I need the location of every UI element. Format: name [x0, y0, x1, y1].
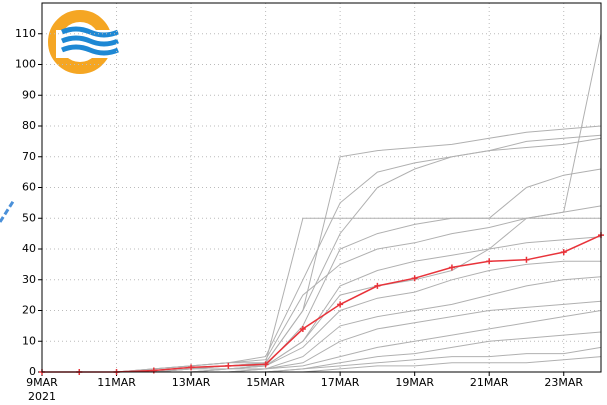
y-tick-label: 110 — [15, 27, 36, 40]
y-tick-label: 60 — [22, 181, 36, 194]
y-tick-label: 80 — [22, 119, 36, 132]
mean-marker — [262, 361, 269, 368]
mean-marker — [560, 249, 567, 256]
member-line — [42, 137, 602, 373]
y-tick-label: 40 — [22, 242, 36, 255]
mean-marker — [299, 325, 306, 332]
member-line — [42, 346, 602, 373]
plot-frame — [41, 2, 602, 373]
year-label: 2021 — [28, 390, 56, 403]
mean-marker — [374, 282, 381, 289]
mean-marker — [225, 362, 232, 369]
decoration — [0, 199, 16, 223]
x-tick-label: 11MAR — [97, 376, 136, 389]
mean-marker — [486, 258, 493, 265]
logo — [48, 10, 119, 74]
y-tick-label: 90 — [22, 88, 36, 101]
mean-line — [42, 234, 602, 373]
x-tick-label: 21MAR — [470, 376, 509, 389]
x-tick-label: 17MAR — [321, 376, 360, 389]
member-line — [42, 134, 602, 373]
y-tick-label: 70 — [22, 150, 36, 163]
y-tick-label: 100 — [15, 58, 36, 71]
member-line — [42, 205, 602, 373]
y-tick-label: 20 — [22, 304, 36, 317]
x-tick-label: 23MAR — [544, 376, 583, 389]
y-tick-label: 30 — [22, 273, 36, 286]
x-tick-label: 19MAR — [395, 376, 434, 389]
mean-marker — [523, 256, 530, 263]
mean-marker — [411, 275, 418, 282]
x-tick-label: 9MAR — [26, 376, 58, 389]
x-tick-label: 15MAR — [246, 376, 285, 389]
mean-marker — [337, 301, 344, 308]
member-line — [42, 125, 602, 373]
mean-marker — [188, 364, 195, 371]
x-tick-label: 13MAR — [172, 376, 211, 389]
member-line — [42, 356, 602, 373]
y-tick-label: 0 — [29, 365, 36, 378]
y-tick-label: 50 — [22, 211, 36, 224]
mean-marker — [448, 264, 455, 271]
y-tick-label: 10 — [22, 334, 36, 347]
member-line — [42, 33, 602, 373]
